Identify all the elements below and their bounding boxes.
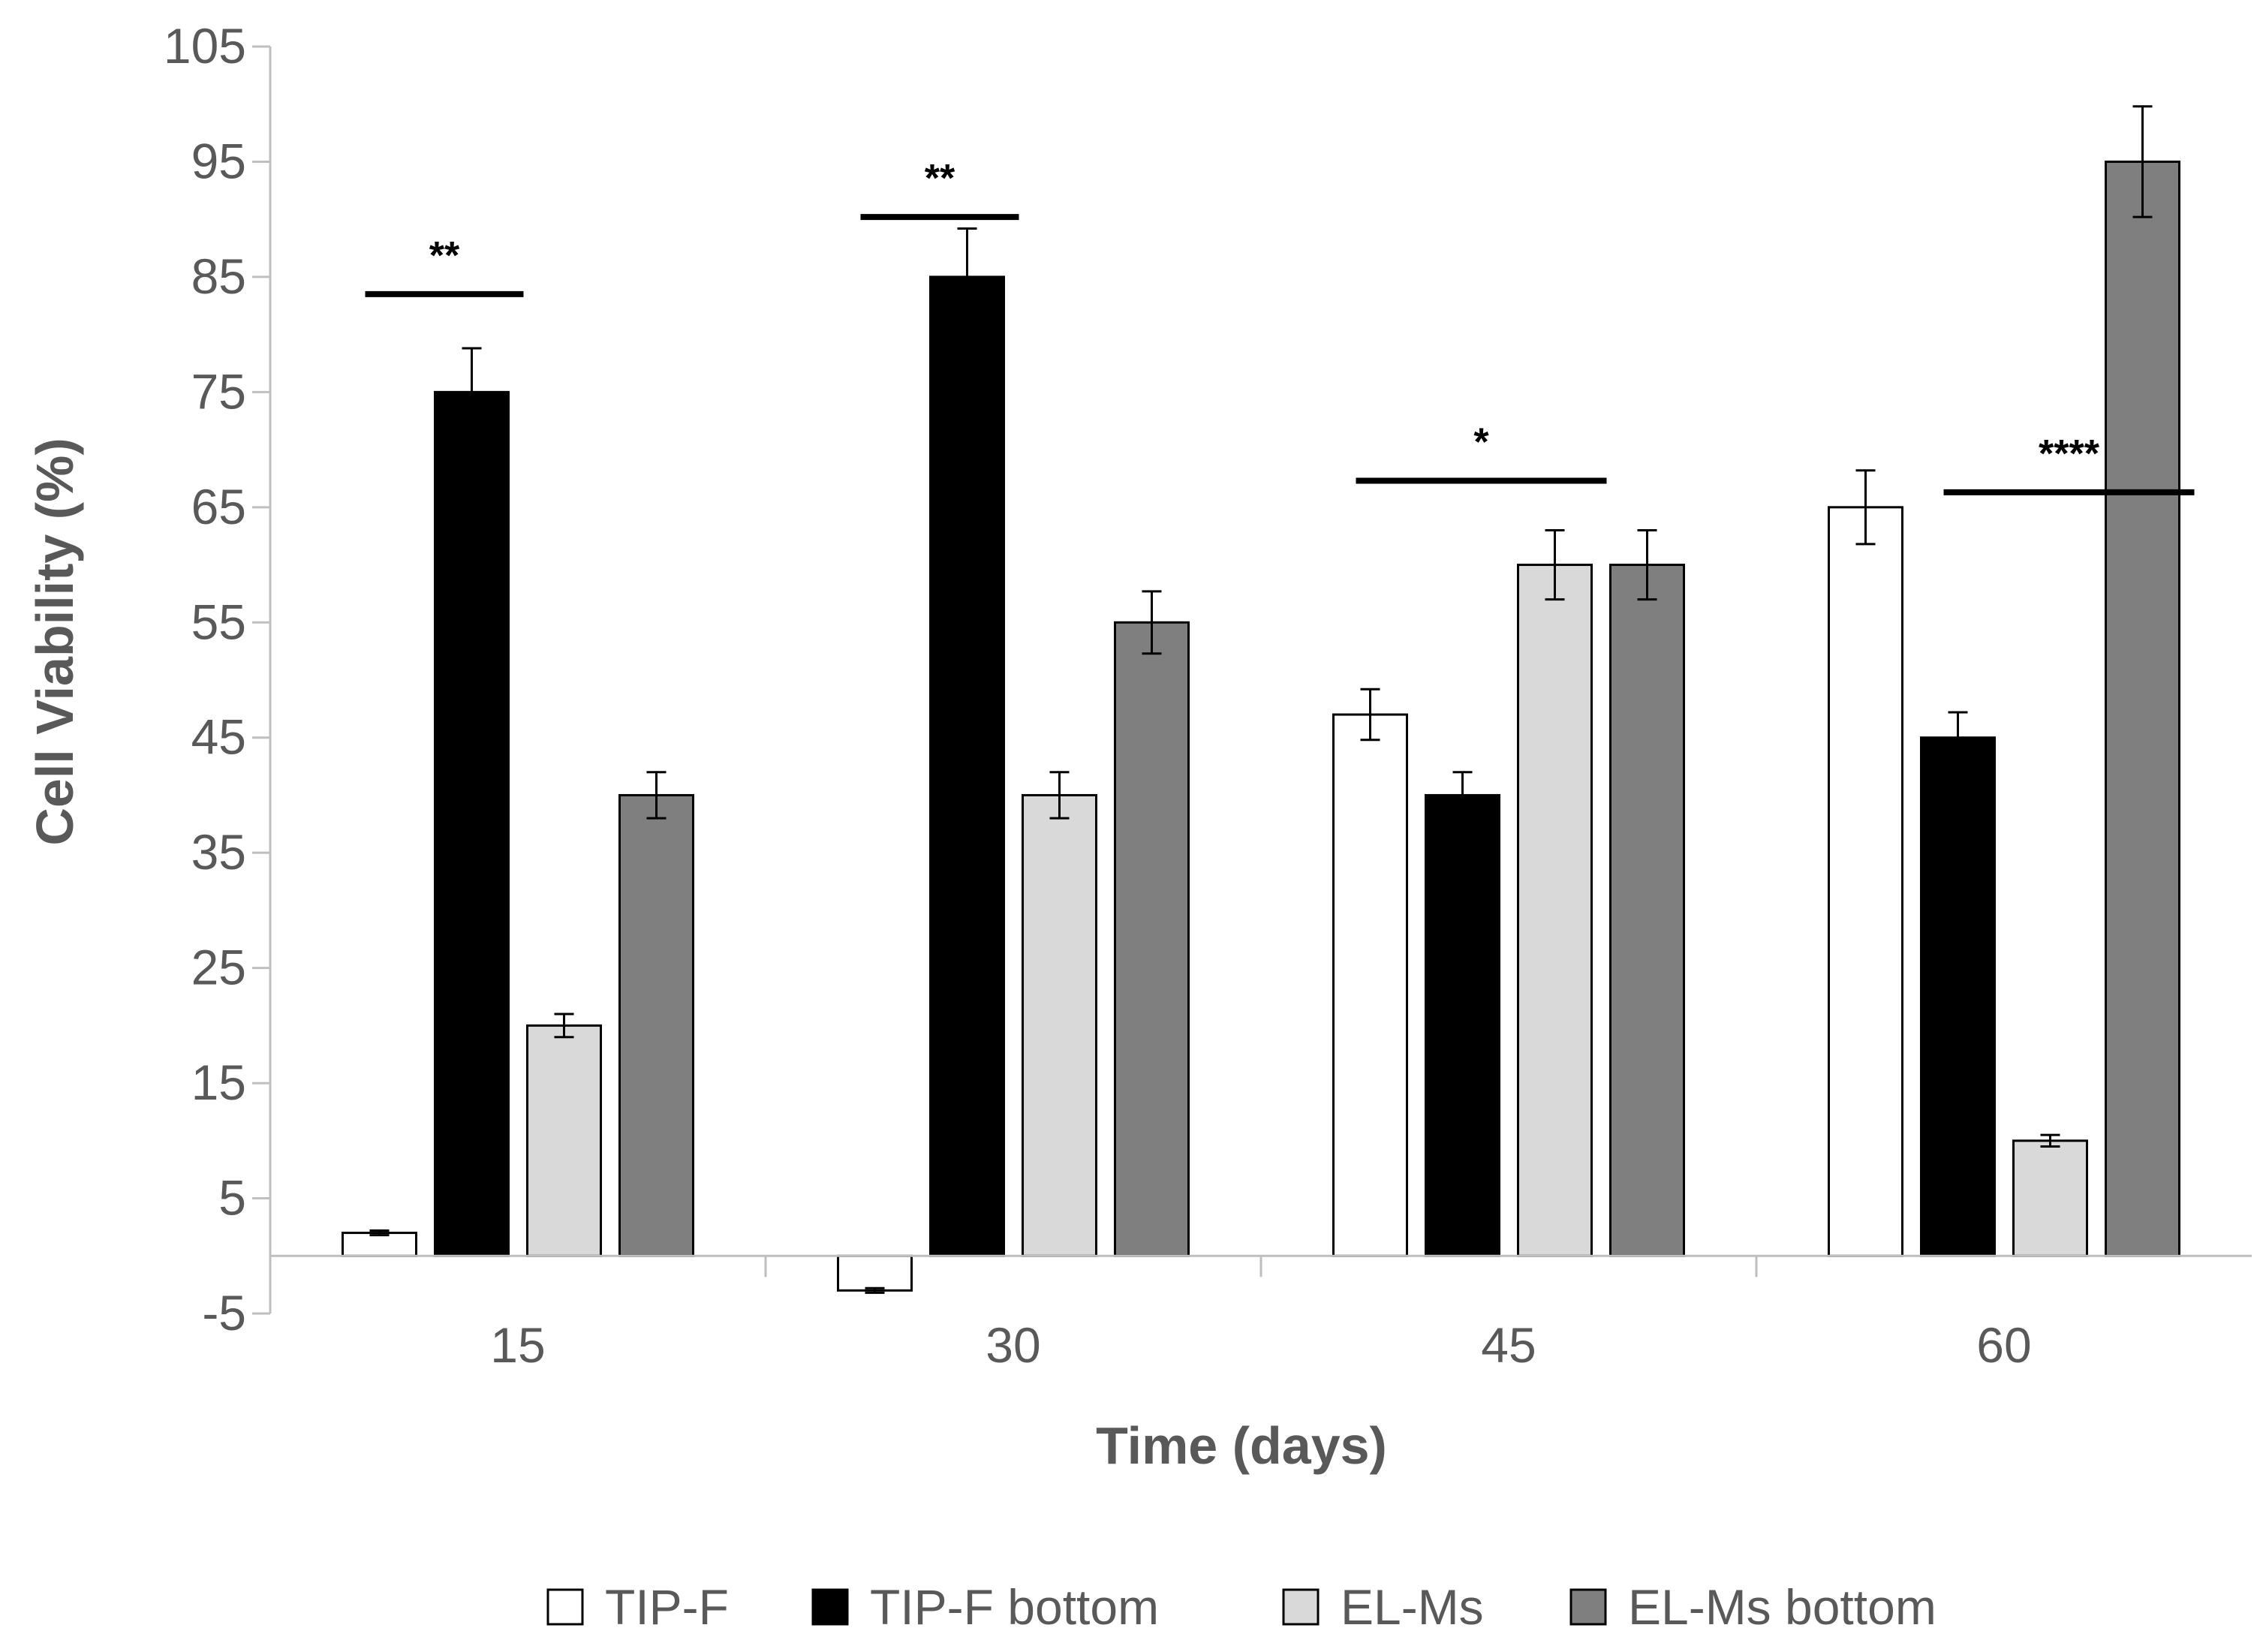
y-axis-ticks: -5 5 15 25 35 45 55 65 75 85 95 105 [164, 18, 270, 1341]
y-tick-label: 75 [191, 363, 246, 419]
bar [2012, 1139, 2088, 1257]
y-tick-label: -5 [202, 1285, 246, 1341]
y-tick-label: 45 [191, 709, 246, 765]
significance-label: **** [2039, 432, 2100, 476]
bar [1609, 564, 1685, 1257]
legend-swatch [1569, 1588, 1607, 1626]
x-tick-label: 60 [1976, 1317, 2031, 1373]
bar [929, 275, 1005, 1257]
y-tick-label: 95 [191, 133, 246, 188]
y-tick-label: 15 [191, 1055, 246, 1110]
y-tick-label: 105 [164, 18, 246, 74]
y-tick-label: 65 [191, 479, 246, 534]
significance-label: * [1473, 421, 1489, 465]
significance-label: ** [429, 234, 460, 278]
legend-label: EL-Ms bottom [1628, 1579, 1936, 1635]
x-tick-label: 30 [986, 1317, 1040, 1373]
bar [1332, 713, 1408, 1257]
bar [342, 1232, 417, 1257]
legend-label: TIP-F [605, 1579, 729, 1635]
y-tick-label: 35 [191, 824, 246, 880]
legend-swatch [811, 1588, 849, 1626]
bar [1022, 793, 1097, 1257]
legend: TIP-F TIP-F bottom EL-Ms EL-Ms bottom [546, 1579, 1936, 1635]
legend-label: EL-Ms [1341, 1579, 1484, 1635]
error-bars [369, 105, 2153, 1294]
x-axis-title: Time (days) [1096, 1416, 1387, 1475]
bar [1828, 506, 1903, 1257]
bar [1920, 736, 1996, 1257]
bar [618, 793, 694, 1257]
significance-markers: ***** **** [365, 157, 2195, 495]
y-tick-label: 25 [191, 940, 246, 995]
bar [2105, 160, 2180, 1257]
x-tick-label: 15 [490, 1317, 545, 1373]
bar [1114, 621, 1190, 1257]
bar [837, 1254, 913, 1292]
legend-swatch [1282, 1588, 1320, 1626]
y-tick-label: 55 [191, 594, 246, 649]
bar [1425, 793, 1500, 1257]
bar [434, 390, 510, 1257]
significance-label: ** [925, 157, 955, 200]
axes [269, 47, 2252, 1313]
legend-swatch [546, 1588, 584, 1626]
x-tick-label: 45 [1481, 1317, 1536, 1373]
y-axis-title: Cell Viability (%) [26, 438, 84, 845]
x-axis-tick-labels: 15 30 45 60 [490, 1317, 2031, 1373]
y-tick-label: 5 [218, 1170, 246, 1226]
y-tick-label: 85 [191, 248, 246, 304]
legend-label: TIP-F bottom [870, 1579, 1159, 1635]
bar [1517, 564, 1593, 1257]
bar [526, 1024, 602, 1257]
bars [342, 160, 2180, 1292]
